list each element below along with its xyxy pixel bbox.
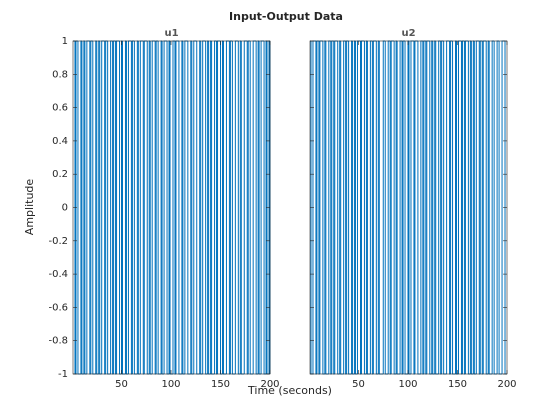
- y-tick-label: -0.8: [48, 336, 68, 347]
- y-axis-label: Amplitude: [23, 179, 36, 236]
- figure-title: Input-Output Data: [229, 10, 343, 23]
- y-tick-label: 1: [62, 36, 68, 47]
- y-tick-label: 0.2: [52, 169, 68, 180]
- axes-title: u1: [164, 28, 178, 39]
- y-tick-label: -0.2: [48, 236, 68, 247]
- y-tick-label: -0.6: [48, 302, 68, 313]
- x-tick-label: 150: [448, 379, 467, 390]
- x-tick-label: 50: [115, 379, 128, 390]
- y-tick-label: 0.6: [52, 103, 68, 114]
- x-tick-label: 100: [398, 379, 417, 390]
- y-tick-label: -0.4: [48, 269, 68, 280]
- x-tick-label: 50: [352, 379, 365, 390]
- x-axis-label: Time (seconds): [247, 384, 332, 397]
- y-tick-label: 0.4: [52, 136, 68, 147]
- y-tick-label: 0.8: [52, 69, 68, 80]
- x-tick-label: 200: [260, 379, 279, 390]
- x-tick-label: 100: [161, 379, 180, 390]
- x-tick-label: 150: [211, 379, 230, 390]
- y-tick-label: -1: [58, 369, 68, 380]
- x-tick-label: 200: [497, 379, 516, 390]
- y-tick-label: 0: [62, 203, 68, 214]
- axes-title: u2: [401, 28, 415, 39]
